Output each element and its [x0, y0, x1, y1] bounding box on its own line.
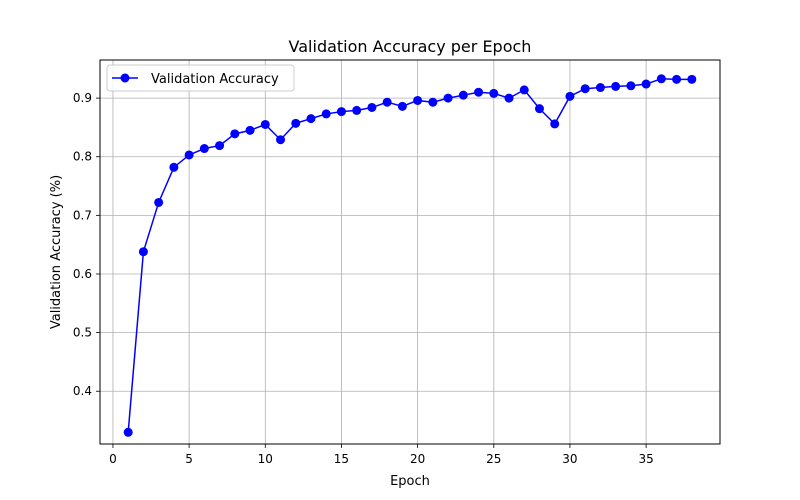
x-tick-label: 35 — [638, 452, 653, 466]
data-point — [199, 144, 209, 154]
data-point — [504, 93, 514, 103]
data-point — [184, 150, 194, 160]
data-point — [687, 74, 697, 84]
data-point — [565, 91, 575, 101]
y-tick-label: 0.4 — [73, 384, 92, 398]
data-point — [276, 135, 286, 145]
data-point — [626, 81, 636, 91]
legend-marker — [120, 73, 130, 83]
x-axis-ticks: 0 5 10 15 20 25 30 35 — [109, 444, 654, 466]
y-tick-label: 0.8 — [73, 150, 92, 164]
legend: Validation Accuracy — [106, 64, 295, 92]
data-point — [260, 119, 270, 129]
data-point — [154, 197, 164, 207]
data-point — [550, 119, 560, 129]
x-tick-label: 5 — [185, 452, 193, 466]
y-tick-label: 0.7 — [73, 208, 92, 222]
x-tick-label: 30 — [562, 452, 577, 466]
y-tick-label: 0.5 — [73, 326, 92, 340]
data-point — [215, 141, 225, 151]
data-point — [443, 93, 453, 103]
chart-title: Validation Accuracy per Epoch — [289, 37, 532, 56]
data-point — [397, 101, 407, 111]
data-point — [413, 95, 423, 105]
data-point — [138, 247, 148, 257]
data-point — [458, 90, 468, 100]
data-point — [474, 87, 484, 97]
x-tick-label: 0 — [109, 452, 117, 466]
y-tick-label: 0.6 — [73, 267, 92, 281]
data-point — [336, 107, 346, 117]
data-point — [611, 81, 621, 91]
plot-frame — [99, 59, 721, 445]
legend-box — [106, 64, 295, 92]
x-tick-label: 25 — [486, 452, 501, 466]
x-tick-label: 20 — [410, 452, 425, 466]
data-point — [123, 427, 133, 437]
data-point — [291, 118, 301, 128]
data-point — [352, 105, 362, 115]
data-point — [580, 84, 590, 94]
data-point — [672, 74, 682, 84]
y-axis-label: Validation Accuracy (%) — [49, 175, 64, 329]
series-layer — [123, 74, 697, 437]
data-point — [595, 83, 605, 93]
data-point — [382, 97, 392, 107]
y-axis-ticks: 0.4 0.5 0.6 0.7 0.8 0.9 — [73, 91, 100, 398]
data-point — [230, 129, 240, 139]
data-point — [641, 79, 651, 89]
x-axis-label: Epoch — [390, 474, 430, 489]
data-point — [306, 114, 316, 124]
data-point — [428, 97, 438, 107]
data-point — [245, 125, 255, 135]
data-point — [367, 102, 377, 112]
legend-label: Validation Accuracy — [151, 72, 279, 87]
data-point — [321, 109, 331, 119]
data-point — [489, 88, 499, 98]
data-point — [519, 85, 529, 95]
data-point — [534, 104, 544, 114]
y-tick-label: 0.9 — [73, 91, 92, 105]
data-point — [169, 162, 179, 172]
data-point — [656, 74, 666, 84]
x-tick-label: 15 — [334, 452, 349, 466]
x-tick-label: 10 — [258, 452, 273, 466]
